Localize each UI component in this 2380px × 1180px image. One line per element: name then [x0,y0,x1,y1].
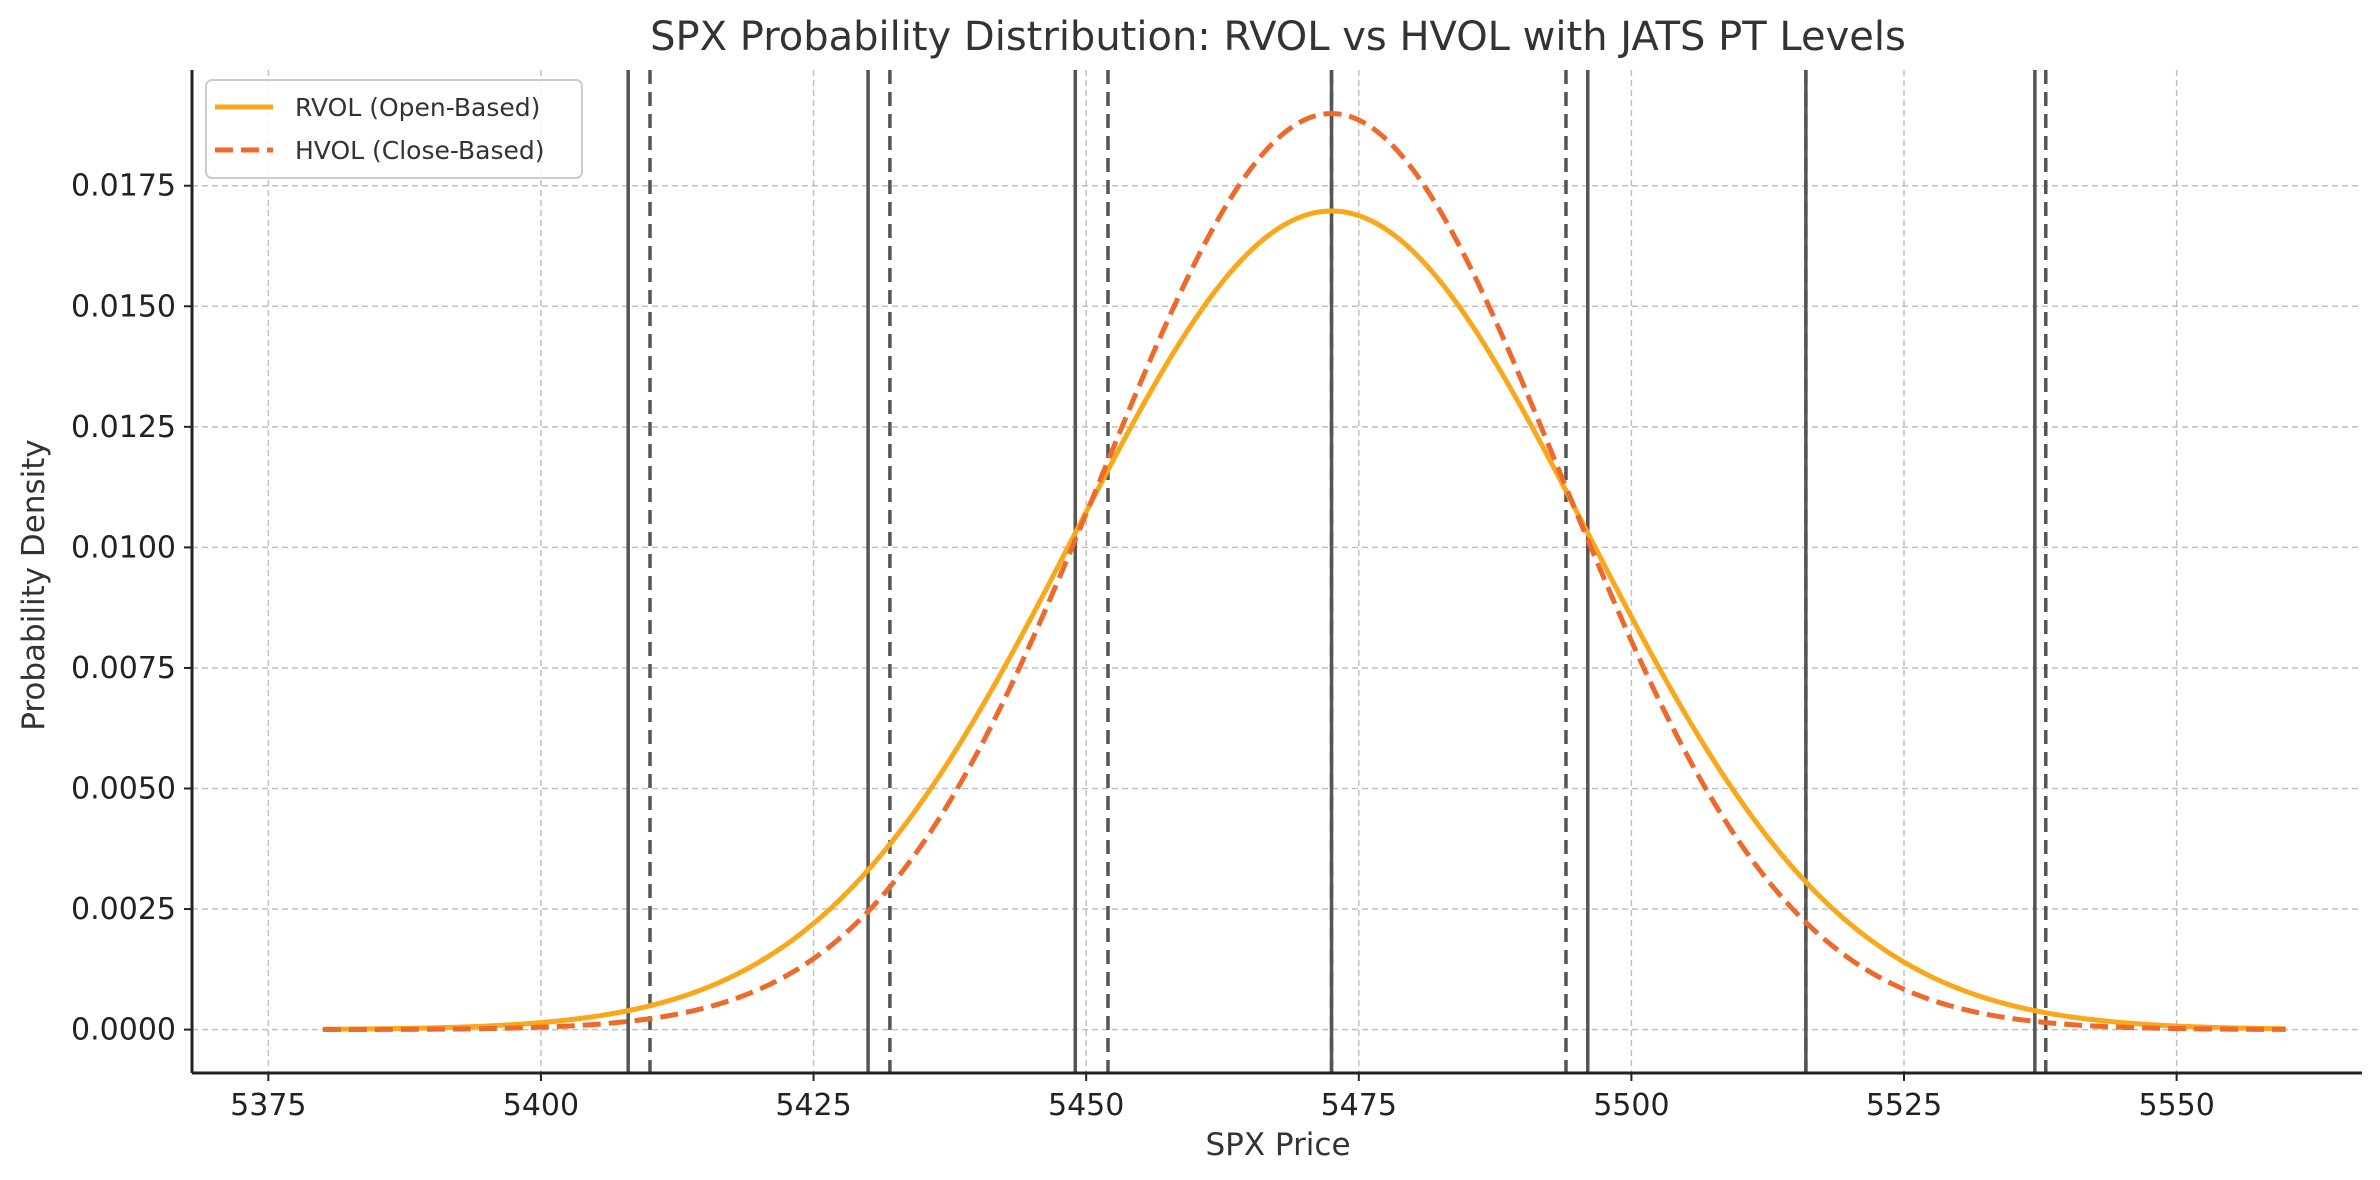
legend-label-rvol: RVOL (Open-Based) [295,93,540,122]
x-tick-label: 5525 [1866,1088,1942,1123]
grid [192,70,2362,1073]
y-tick-label: 0.0050 [71,771,176,806]
x-tick-label: 5450 [1048,1088,1124,1123]
y-tick-label: 0.0000 [71,1013,176,1048]
y-tick-label: 0.0150 [71,289,176,324]
x-tick-label: 5400 [503,1088,579,1123]
legend-label-hvol: HVOL (Close-Based) [295,136,545,165]
hvol-series-line [322,111,2286,1033]
x-tick-label: 5425 [775,1088,851,1123]
axes [184,70,2362,1081]
y-tick-label: 0.0025 [71,892,176,927]
y-tick-label: 0.0175 [71,169,176,204]
x-tick-label: 5375 [230,1088,306,1123]
x-tick-label: 5550 [2138,1088,2214,1123]
series-lines [322,111,2286,1033]
y-axis-label: Probability Density [16,439,52,731]
rvol-series-line [322,208,2286,1032]
tick-labels: 5375 5400 5425 5450 5475 5500 5525 5550 0.0000 0.… [71,169,2215,1123]
x-axis-label: SPX Price [1205,1127,1350,1163]
legend: RVOL (Open-Based) HVOL (Close-Based) [205,79,583,179]
x-tick-label: 5500 [1593,1088,1669,1123]
chart-title: SPX Probability Distribution: RVOL vs HV… [650,14,1906,60]
y-tick-label: 0.0100 [71,530,176,565]
x-tick-label: 5475 [1321,1088,1397,1123]
legend-box [205,79,583,179]
pt-level-lines [626,70,2048,1073]
y-tick-label: 0.0075 [71,651,176,686]
y-tick-label: 0.0125 [71,410,176,445]
